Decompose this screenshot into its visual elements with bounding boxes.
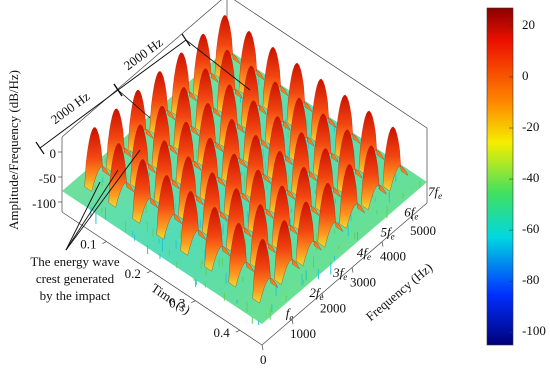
y-tick <box>381 241 384 247</box>
surface-crest <box>180 191 206 256</box>
surface-crest <box>252 238 278 304</box>
harmonic-label: 3fe <box>332 265 347 282</box>
surface-crest <box>295 201 322 267</box>
surface-crest <box>361 145 387 210</box>
harmonic-label: 6fe <box>404 204 418 221</box>
harmonic-label: fe <box>286 305 294 322</box>
x-tick-label: 0.1 <box>80 237 96 252</box>
harmonic-subscript: e <box>289 312 293 322</box>
harmonic-subscript: e <box>343 272 347 282</box>
annotation-text: crest generated <box>36 271 115 286</box>
annotation-pointer <box>65 169 119 251</box>
x-tick-label: 0.2 <box>125 266 141 281</box>
surface-crest <box>317 182 344 248</box>
harmonic-subscript: e <box>414 211 418 221</box>
y-axis-line <box>261 202 428 346</box>
z-axis-label: Amplitude/Frequency (dB/Hz) <box>6 70 21 230</box>
z-tick-label: -50 <box>39 171 56 186</box>
y-tick-label: 2000 <box>320 300 346 315</box>
y-tick-label: 3000 <box>350 275 376 290</box>
harmonic-name: 4f <box>357 245 370 260</box>
harmonic-label: 7fe <box>428 184 442 201</box>
x-tick <box>235 329 240 333</box>
dimension-line <box>39 89 119 149</box>
annotation-pointer <box>65 181 101 251</box>
surface-crest <box>132 159 158 224</box>
x-tick <box>146 270 152 274</box>
x-tick <box>191 300 196 303</box>
harmonic-name: 5f <box>381 225 394 240</box>
annotation-text: The energy wave <box>30 254 120 269</box>
colorbar-tick-label: -100 <box>522 323 546 338</box>
colorbar-tick-label: 20 <box>522 17 535 32</box>
harmonic-subscript: e <box>438 191 442 201</box>
z-tick-label: -100 <box>32 196 56 211</box>
y-tick-label: 4000 <box>380 249 406 264</box>
y-tick <box>291 319 294 325</box>
y-axis-label: Frequency (Hz) <box>363 260 435 324</box>
box-edge <box>233 0 428 129</box>
harmonic-subscript: e <box>391 232 395 242</box>
colorbar-tick-label: -40 <box>522 170 539 185</box>
surface-crest <box>84 127 110 192</box>
surface-plot <box>58 0 428 351</box>
harmonic-label: 2fe <box>309 285 323 302</box>
y-tick-label: 5000 <box>410 223 436 238</box>
annotation-text: by the impact <box>40 288 111 303</box>
y-tick <box>411 215 414 221</box>
surface-crest <box>382 126 409 192</box>
harmonic-name: 6f <box>404 204 417 219</box>
dimension-line <box>117 39 187 91</box>
x-tick-label: 0.3 <box>169 296 185 311</box>
box-edge <box>61 0 222 138</box>
y-tick <box>261 344 264 351</box>
harmonic-name: f <box>286 305 292 320</box>
y-tick-label: 0 <box>260 352 267 367</box>
y-tick <box>321 293 324 299</box>
x-tick <box>102 241 107 244</box>
surface-crest <box>156 175 182 240</box>
colorbar-tick-label: -60 <box>522 221 539 236</box>
colorbar-tick-label: 0 <box>522 68 529 83</box>
spacing-label: 2000 Hz <box>48 88 93 127</box>
x-tick-label: 0.4 <box>214 325 231 340</box>
surface-crest <box>204 207 230 272</box>
harmonic-label: 4fe <box>357 245 371 262</box>
annotation-pointer <box>65 149 141 251</box>
harmonic-name: 2f <box>309 285 322 300</box>
colorbar <box>486 7 514 346</box>
harmonic-name: 7f <box>428 184 441 199</box>
harmonic-subscript: e <box>367 252 371 262</box>
surface-crest <box>228 223 254 288</box>
harmonic-subscript: e <box>320 292 324 302</box>
x-axis-line <box>61 211 263 346</box>
y-tick <box>351 267 354 273</box>
y-tick-label: 1000 <box>290 326 316 341</box>
colorbar-tick-label: -80 <box>522 272 539 287</box>
surface-crest <box>339 164 365 229</box>
dimension-extension <box>117 89 151 119</box>
dimension-extension <box>185 39 251 91</box>
z-tick-label: 0 <box>50 146 57 161</box>
dimension-tick <box>35 141 45 155</box>
harmonic-name: 3f <box>332 265 346 280</box>
harmonic-label: 5fe <box>381 225 395 242</box>
colorbar-tick-label: -20 <box>522 119 539 134</box>
surface-crest <box>274 220 300 285</box>
